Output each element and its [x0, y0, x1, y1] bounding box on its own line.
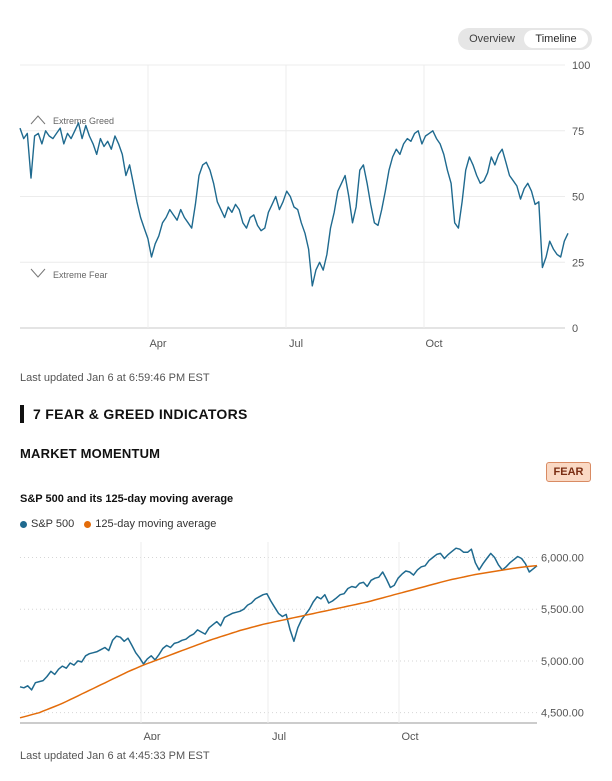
- sp500-momentum-chart: 6,000.00 5,500.00 5,000.00 4,500.00 Apr Jul Oc…: [19, 542, 584, 740]
- momentum-legend: S&P 500 125-day moving average: [20, 518, 226, 530]
- y-tick-label: 5,000.00: [541, 656, 584, 668]
- momentum-chart-title: S&P 500 and its 125-day moving average: [20, 493, 234, 505]
- x-tick-label: Oct: [401, 731, 418, 740]
- y-tick-label: 4,500.00: [541, 708, 584, 720]
- y-tick-label: 100: [572, 60, 590, 72]
- fear-greed-timeline-chart: 100 75 50 25 0 Apr Jul Oct Extreme Greed Extreme …: [19, 60, 590, 350]
- extreme-fear-label: Extreme Fear: [53, 270, 108, 280]
- y-tick-label: 75: [572, 126, 584, 138]
- indicators-section-header: 7 FEAR & GREED INDICATORS: [20, 405, 248, 423]
- moving-average-series-line: [19, 564, 538, 719]
- y-tick-label: 5,500.00: [541, 604, 584, 616]
- market-momentum-title: MARKET MOMENTUM: [20, 446, 161, 461]
- legend-item-moving-average: 125-day moving average: [84, 518, 216, 530]
- extreme-greed-arrow-icon: [30, 115, 46, 125]
- y-tick-label: 50: [572, 192, 584, 204]
- y-tick-label: 25: [572, 257, 584, 269]
- y-tick-label: 0: [572, 323, 578, 335]
- status-badge: FEAR: [546, 462, 591, 482]
- y-tick-label: 6,000.00: [541, 553, 584, 565]
- overview-tab[interactable]: Overview: [469, 33, 515, 45]
- fear-greed-series-line: [19, 122, 569, 287]
- x-tick-label: Jul: [272, 731, 286, 740]
- x-tick-label: Jul: [289, 338, 303, 350]
- x-tick-label: Apr: [149, 338, 166, 350]
- section-accent-bar: [20, 405, 24, 423]
- sp500-series-line: [19, 547, 538, 691]
- last-updated-timeline: Last updated Jan 6 at 6:59:46 PM EST: [20, 372, 210, 384]
- last-updated-momentum: Last updated Jan 6 at 4:45:33 PM EST: [20, 750, 210, 762]
- x-tick-label: Oct: [425, 338, 442, 350]
- extreme-greed-label: Extreme Greed: [53, 116, 114, 126]
- x-tick-label: Apr: [143, 731, 160, 740]
- legend-dot-moving-average: [84, 520, 92, 528]
- legend-label-moving-average: 125-day moving average: [95, 518, 217, 530]
- timeline-tab[interactable]: Timeline: [524, 30, 588, 48]
- legend-item-sp500: S&P 500: [20, 518, 74, 530]
- view-toggle: Overview Timeline: [458, 28, 592, 50]
- legend-label-sp500: S&P 500: [31, 518, 75, 530]
- section-title: 7 FEAR & GREED INDICATORS: [33, 406, 248, 422]
- extreme-fear-arrow-icon: [30, 268, 46, 278]
- legend-dot-sp500: [20, 520, 27, 528]
